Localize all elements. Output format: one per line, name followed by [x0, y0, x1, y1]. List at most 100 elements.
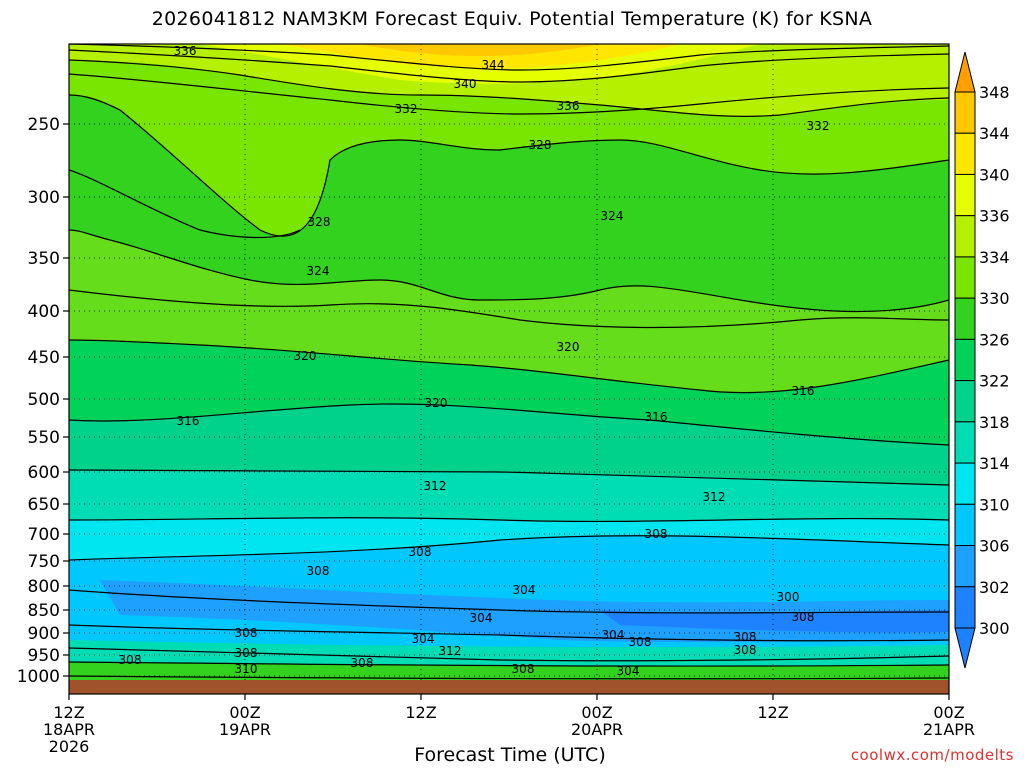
colorbar-label: 300 — [979, 619, 1010, 638]
colorbar-top-arrow — [954, 51, 976, 93]
contour-label: 332 — [395, 102, 418, 116]
x-tick-label: 00Z — [933, 703, 964, 722]
y-tick-label: 300 — [28, 188, 60, 208]
colorbar: 348 344 340 336 334 330 326 322 318 314 310 306 302 3… — [954, 51, 1010, 669]
contour-label: 312 — [439, 644, 462, 658]
colorbar-segment — [954, 338, 976, 382]
colorbar-label: 326 — [979, 330, 1010, 349]
contour-label: 312 — [424, 479, 447, 493]
colorbar-segment — [954, 462, 976, 505]
contour-label: 308 — [734, 643, 757, 657]
colorbar-bottom-arrow — [954, 627, 976, 669]
contour-label: 308 — [119, 653, 142, 667]
contour-label: 308 — [512, 662, 535, 676]
y-tick-label: 850 — [28, 601, 60, 621]
grid-lines — [69, 44, 949, 694]
contour-label: 324 — [307, 264, 330, 278]
colorbar-label: 314 — [979, 454, 1010, 473]
y-tick-label: 700 — [28, 525, 60, 545]
contour-label: 320 — [557, 340, 580, 354]
colorbar-segment — [954, 297, 976, 340]
contour-label: 304 — [412, 632, 435, 646]
contour-label: 308 — [645, 527, 668, 541]
contour-label: 320 — [425, 396, 448, 410]
chart-title: 2026041812 NAM3KM Forecast Equiv. Potent… — [151, 8, 873, 30]
x-tick-label: 18APR — [43, 720, 95, 739]
colorbar-label: 334 — [979, 248, 1010, 267]
credit-text: coolwx.com/modelts — [850, 746, 1014, 764]
contour-label: 308 — [351, 656, 374, 670]
contour-labels: 336 344 340 332 336 332 328 328 324 324 320 320 320 3… — [119, 44, 830, 678]
y-tick-label: 900 — [28, 624, 60, 644]
y-tick-label: 350 — [28, 249, 60, 269]
contour-label: 308 — [235, 646, 258, 660]
colorbar-segment — [954, 503, 976, 547]
y-tick-label: 450 — [28, 348, 60, 368]
contour-label: 308 — [734, 630, 757, 644]
contour-label: 316 — [177, 414, 200, 428]
contour-label: 308 — [235, 626, 258, 640]
contour-label: 310 — [235, 662, 258, 676]
colorbar-segment — [954, 586, 976, 629]
colorbar-segment — [954, 380, 976, 423]
y-tick-label: 250 — [28, 115, 60, 135]
colorbar-label: 318 — [979, 413, 1010, 432]
colorbar-label: 306 — [979, 537, 1010, 556]
colorbar-label: 340 — [979, 165, 1010, 184]
colorbar-segment — [954, 421, 976, 464]
y-tick-label: 500 — [28, 390, 60, 410]
contour-label: 328 — [529, 138, 552, 152]
contour-label: 308 — [307, 564, 330, 578]
x-axis-label: Forecast Time (UTC) — [414, 744, 606, 766]
contour-label: 304 — [617, 664, 640, 678]
colorbar-label: 348 — [979, 83, 1010, 102]
y-tick-label: 750 — [28, 552, 60, 572]
y-tick-label: 400 — [28, 302, 60, 322]
x-tick-label: 19APR — [219, 720, 271, 739]
colorbar-segment — [954, 91, 976, 134]
y-tick-label: 550 — [28, 428, 60, 448]
contour-label: 308 — [409, 545, 432, 559]
contour-label: 300 — [777, 590, 800, 604]
contour-label: 316 — [645, 410, 668, 424]
x-tick-label: 2026 — [49, 737, 90, 756]
contour-label: 336 — [174, 44, 197, 58]
contour-label: 304 — [513, 583, 536, 597]
colorbar-label: 336 — [979, 207, 1010, 226]
contour-label: 304 — [602, 628, 625, 642]
colorbar-segment — [954, 545, 976, 588]
ground-fill — [69, 680, 949, 694]
colorbar-label: 322 — [979, 372, 1010, 391]
x-tick-label: 12Z — [53, 703, 84, 722]
contour-label: 328 — [308, 215, 331, 229]
y-tick-label: 1000 — [17, 667, 60, 687]
colorbar-label: 310 — [979, 495, 1010, 514]
y-tick-label: 950 — [28, 646, 60, 666]
x-tick-label: 00Z — [581, 703, 612, 722]
contour-label: 308 — [792, 610, 815, 624]
x-tick-label: 21APR — [923, 720, 975, 739]
contour-label: 304 — [470, 611, 493, 625]
y-axis: 250 300 350 400 450 500 550 600 650 700 750 800 850 9… — [17, 115, 69, 687]
colorbar-label: 344 — [979, 124, 1010, 143]
contour-label: 308 — [629, 635, 652, 649]
y-tick-label: 800 — [28, 577, 60, 597]
colorbar-segment — [954, 215, 976, 258]
x-tick-label: 12Z — [405, 703, 436, 722]
contour-label: 316 — [792, 384, 815, 398]
contour-label: 324 — [601, 209, 624, 223]
plot-border — [68, 43, 950, 695]
contour-label: 344 — [482, 58, 505, 72]
contour-label: 336 — [557, 99, 580, 113]
colorbar-label: 302 — [979, 578, 1010, 597]
x-tick-label: 00Z — [229, 703, 260, 722]
x-tick-label: 20APR — [571, 720, 623, 739]
contour-label: 312 — [703, 490, 726, 504]
y-tick-label: 600 — [28, 463, 60, 483]
contour-label: 332 — [807, 119, 830, 133]
colorbar-segment — [954, 132, 976, 175]
x-tick-label: 12Z — [757, 703, 788, 722]
colorbar-segment — [954, 256, 976, 299]
